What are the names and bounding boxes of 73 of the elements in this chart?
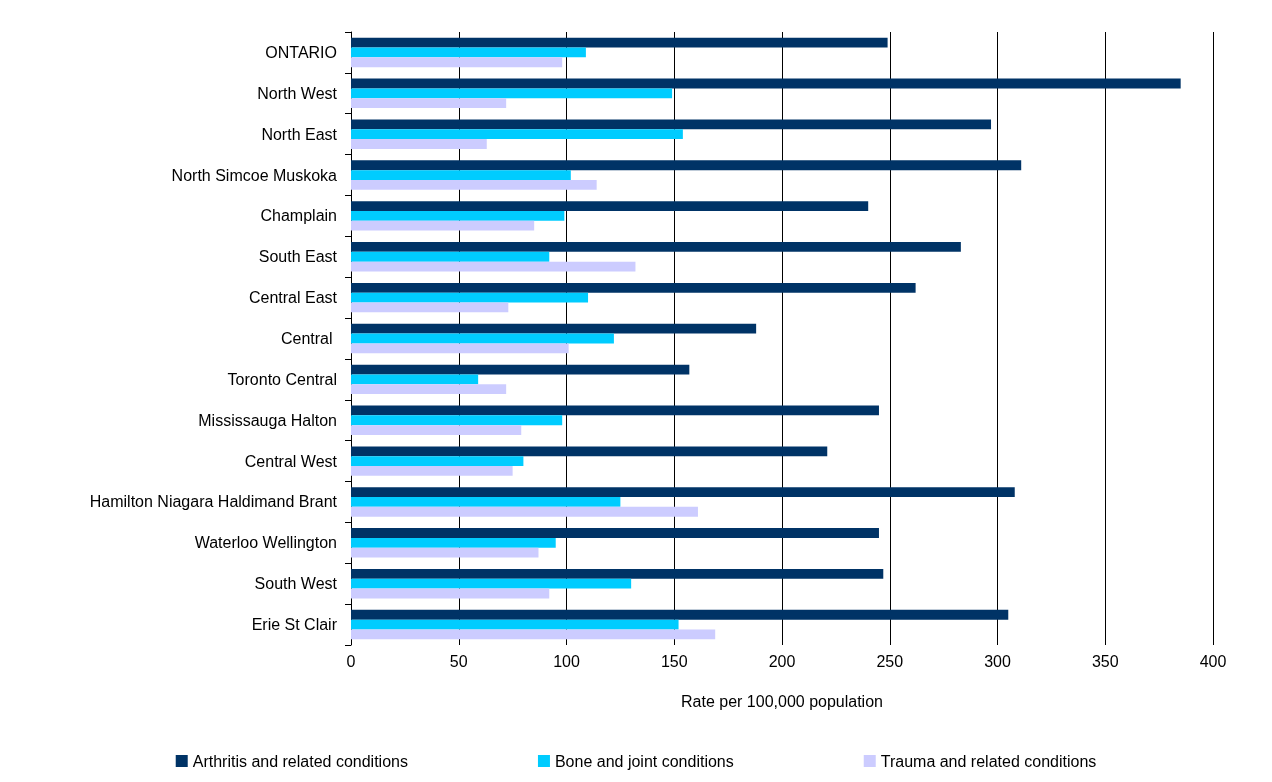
bar [351, 37, 888, 48]
bar [351, 588, 550, 599]
x-tick-label: 200 [768, 652, 796, 670]
bar [351, 456, 524, 466]
x-tick-label: 300 [984, 652, 1011, 670]
y-tick-label: Waterloo Wellington [194, 534, 337, 552]
y-tick-label: South East [258, 248, 338, 266]
x-tick-label: 50 [449, 652, 468, 670]
bar [351, 179, 597, 190]
bar [351, 506, 698, 517]
y-tick-label: Central [280, 330, 337, 347]
bar [351, 282, 916, 293]
bar [351, 57, 563, 68]
bar [351, 425, 522, 435]
bar [351, 302, 509, 313]
bar [351, 609, 1009, 620]
bar [351, 211, 565, 221]
bar [351, 364, 690, 375]
y-tick-label: Central West [244, 452, 338, 470]
bar [351, 415, 563, 426]
bar [351, 323, 757, 334]
y-tick-label: Hamilton Niagara Haldimand Brant [89, 493, 338, 511]
y-tick-label: Erie St Clair [251, 616, 338, 634]
y-tick-label: ONTARIO [265, 43, 337, 61]
bar [351, 568, 884, 579]
bar [351, 292, 589, 303]
bar [351, 139, 487, 149]
x-tick-label: 350 [1091, 652, 1119, 670]
y-tick-label: North Simcoe Muskoka [171, 166, 338, 184]
bar [351, 98, 507, 109]
bar [351, 578, 632, 589]
y-tick-label: Mississauga Halton [198, 411, 337, 429]
x-tick-label: 100 [553, 652, 580, 670]
bar [351, 170, 571, 180]
legend-label: Arthritis and related conditions [192, 752, 408, 770]
y-tick-label: Central East [248, 289, 338, 307]
bar [351, 528, 879, 538]
y-tick-label: Champlain [260, 207, 337, 225]
legend-label: Trauma and related conditions [880, 752, 1097, 770]
x-tick-label: 400 [1199, 652, 1227, 670]
bar [351, 78, 1181, 89]
bar [351, 242, 961, 252]
y-tick-label: Toronto Central [227, 370, 337, 388]
bar [351, 537, 556, 548]
bar [351, 446, 828, 457]
x-tick-label: 150 [660, 652, 688, 670]
bar [351, 629, 716, 640]
bar [351, 547, 539, 558]
bar [351, 333, 614, 344]
bar [351, 129, 683, 140]
bar [351, 220, 535, 231]
bar [351, 497, 621, 507]
bar [351, 619, 679, 630]
y-tick-label: North West [257, 84, 338, 102]
bar [351, 466, 513, 476]
bar [351, 343, 569, 354]
y-tick-label: North East [261, 125, 338, 143]
bar [351, 374, 479, 385]
x-tick-label: 0 [346, 652, 356, 670]
bar [351, 88, 673, 99]
y-tick-label: South West [254, 575, 338, 593]
bar [351, 119, 992, 130]
bar [351, 47, 586, 58]
bar [351, 251, 550, 262]
bar [351, 201, 869, 211]
bar [351, 487, 1015, 498]
legend-label: Bone and joint conditions [554, 752, 734, 770]
x-axis-title: Rate per 100,000 population [681, 692, 883, 710]
bar [351, 261, 636, 272]
x-tick-label: 250 [876, 652, 904, 670]
bar [351, 160, 1022, 171]
bar [351, 405, 879, 416]
bar [351, 384, 507, 395]
